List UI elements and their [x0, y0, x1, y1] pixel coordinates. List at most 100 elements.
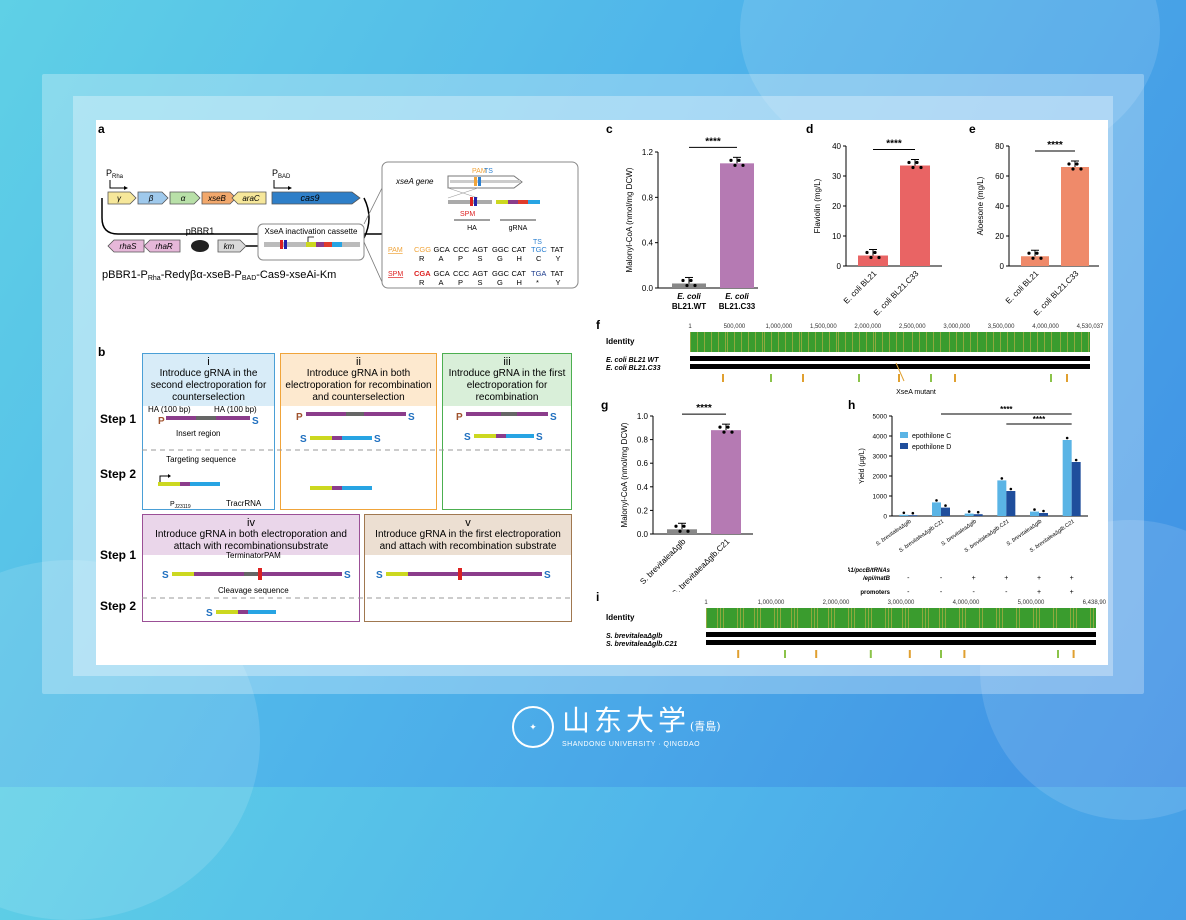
y-tick-label: 0 [883, 514, 887, 521]
variant-marker [930, 374, 932, 382]
codon: GGC [492, 269, 510, 278]
y-tick-label: 4000 [873, 434, 888, 441]
variant-marker [858, 374, 860, 382]
gene-km: km [218, 240, 246, 252]
data-point [1010, 488, 1013, 491]
x-tick-label: E. coli BL21.C33 [872, 269, 921, 318]
y-tick-label: 60 [995, 172, 1004, 181]
amino-acid: * [536, 278, 539, 287]
step-label-2b: Step 2 [100, 599, 136, 613]
amino-acid: Y [556, 254, 561, 263]
data-point [903, 512, 906, 515]
data-point [678, 530, 681, 533]
data-point [685, 284, 688, 287]
variant-marker [1066, 374, 1068, 382]
university-name: 山东大学(青島) [562, 707, 721, 741]
y-tick-label: 20 [832, 202, 841, 211]
data-point [674, 525, 677, 528]
codon: CAT [512, 269, 527, 278]
bar [899, 515, 908, 516]
genome-track [706, 640, 1096, 645]
bar [858, 256, 888, 267]
data-point [1031, 257, 1034, 260]
y-tick-label: 2000 [873, 474, 888, 481]
codon: CCC [453, 245, 470, 254]
genome-track [690, 364, 1090, 369]
bar [997, 480, 1006, 516]
data-point [977, 511, 980, 514]
genome-tick-label: 3,000,000 [888, 600, 915, 606]
origin-pbbr1 [191, 240, 209, 252]
data-point [1035, 252, 1038, 255]
genome-tick-label: 4,530,037 [1077, 324, 1104, 330]
gene-rhas: rhaS [108, 240, 144, 252]
svg-text:β: β [148, 194, 154, 203]
significance-label: **** [1047, 140, 1063, 151]
y-tick-label: 0.8 [642, 193, 654, 202]
variant-marker [722, 374, 724, 382]
row1-sign: - [940, 575, 943, 582]
bar [900, 166, 930, 267]
data-point [733, 164, 736, 167]
gene-cas9: cas9 [272, 192, 360, 204]
variant-marker [815, 650, 817, 658]
codon: AGT [473, 269, 489, 278]
bar [1006, 491, 1015, 516]
bar [672, 283, 706, 288]
chart-d: 010203040Flaviolin (mg/L)E. coli BL21E. … [806, 128, 966, 318]
variant-marker [898, 374, 900, 382]
codon: TGC [531, 245, 547, 254]
genome-tick-label: 4,000,000 [953, 600, 980, 606]
panel-label-i: i [596, 590, 599, 604]
svg-text:araC: araC [242, 194, 260, 203]
data-point [944, 504, 947, 507]
y-tick-label: 0.4 [642, 239, 654, 248]
amino-acid: Y [556, 278, 561, 287]
significance-label: **** [886, 139, 902, 150]
data-point [718, 426, 721, 429]
codon: CGG [414, 245, 431, 254]
data-point [1039, 257, 1042, 260]
genome-tick-label: 1 [704, 600, 708, 606]
y-tick-label: 3000 [873, 454, 888, 461]
chart-h: 010002000300040005000Yield (μg/L)S. brev… [848, 402, 1108, 602]
data-point [729, 159, 732, 162]
codon: GCA [434, 245, 450, 254]
y-tick-label: 0.4 [637, 483, 649, 492]
data-point [1066, 437, 1069, 440]
gene-alpha: α [170, 192, 200, 204]
bar [1030, 512, 1039, 516]
data-point [935, 499, 938, 502]
genome-tick-label: 1 [688, 324, 692, 330]
codon: TAT [551, 245, 564, 254]
genome-tick-label: 3,000,000 [943, 324, 970, 330]
data-point [722, 431, 725, 434]
bar [941, 508, 950, 516]
variant-marker [963, 650, 965, 658]
y-axis-label: Flaviolin (mg/L) [813, 178, 822, 233]
variant-marker [802, 374, 804, 382]
codon-row-label: PAM [388, 247, 403, 254]
x-tick-label: E. coli [725, 292, 749, 301]
amino-acid: H [517, 254, 522, 263]
data-point [726, 426, 729, 429]
y-tick-label: 1.2 [642, 148, 654, 157]
data-point [1075, 459, 1078, 462]
codon: CAT [512, 245, 527, 254]
data-point [912, 512, 915, 515]
variant-marker [770, 374, 772, 382]
bar [1021, 256, 1049, 266]
genome-tick-label: 500,000 [724, 324, 746, 330]
svg-text:α: α [181, 194, 186, 203]
svg-text:rhaS: rhaS [120, 242, 138, 251]
bar [908, 515, 917, 516]
data-point [915, 161, 918, 164]
x-tick-label: BL21.C33 [719, 302, 756, 311]
y-tick-label: 1000 [873, 494, 888, 501]
amino-acid: G [497, 254, 503, 263]
genome-track-label: E. coli BL21.C33 [606, 365, 661, 372]
codon: CCC [453, 269, 470, 278]
strategy-box-i: i Introduce gRNA in the second electropor… [142, 353, 275, 510]
genome-tick-label: 2,000,000 [823, 600, 850, 606]
genome-tick-label: 1,000,000 [766, 324, 793, 330]
